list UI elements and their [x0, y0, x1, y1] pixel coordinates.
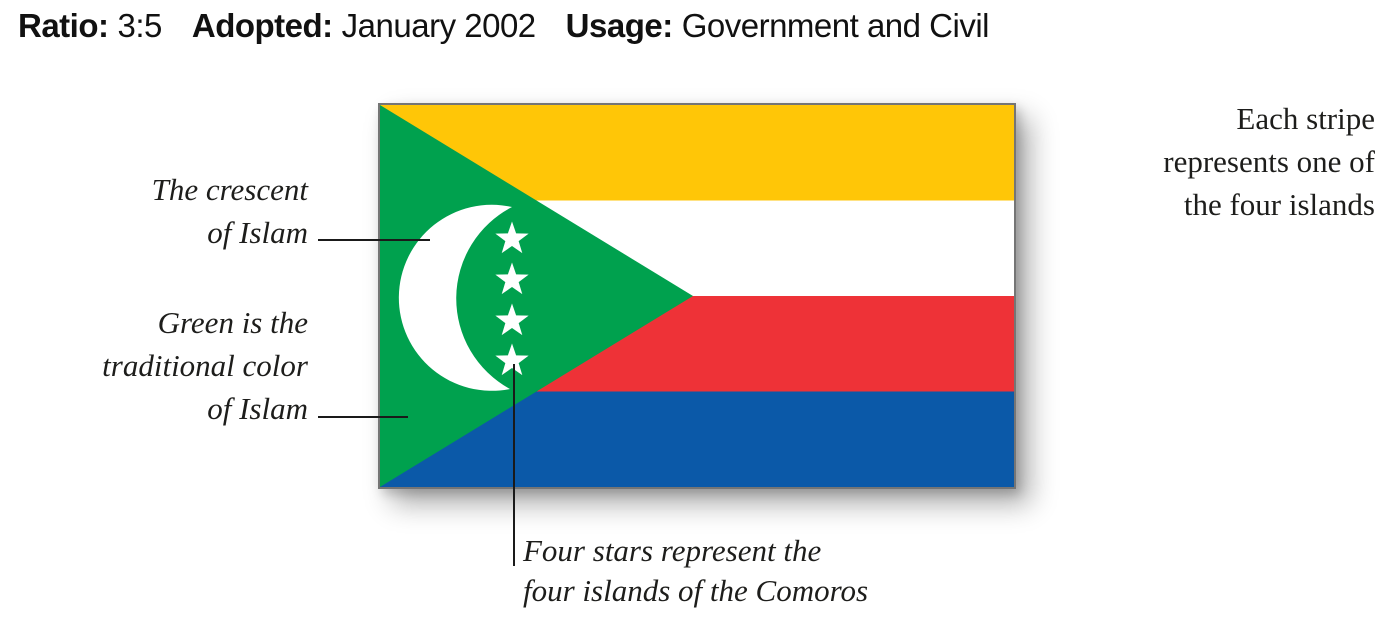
green-caption: Green is the traditional color of Islam — [40, 301, 308, 430]
stars-pointer-line — [513, 364, 515, 566]
crescent-icon — [398, 204, 512, 391]
comoros-flag-graphic — [380, 105, 1014, 487]
stars-caption: Four stars represent the four islands of… — [523, 531, 963, 611]
adopted-label: Adopted: — [191, 7, 333, 44]
flag-facts-header: Ratio: 3:5 Adopted: January 2002 Usage: Gover… — [18, 6, 990, 46]
ratio-value: 3:5 — [117, 7, 163, 44]
caption-line: four islands of the Comoros — [523, 573, 869, 608]
usage-value: Government and Civil — [681, 7, 990, 44]
caption-line: traditional color — [102, 348, 308, 383]
ratio-label: Ratio: — [18, 7, 109, 44]
caption-line: The crescent — [151, 172, 308, 207]
caption-line: Green is the — [157, 305, 308, 340]
adopted-value: January 2002 — [341, 7, 536, 44]
caption-line: of Islam — [207, 391, 308, 426]
crescent-pointer-line — [318, 239, 430, 241]
caption-line: the four islands — [1183, 187, 1375, 222]
caption-line: Each stripe — [1236, 101, 1375, 136]
caption-line: represents one of — [1163, 144, 1375, 179]
usage-label: Usage: — [565, 7, 674, 44]
caption-line: of Islam — [207, 215, 308, 250]
stripes-caption: Each stripe represents one of the four i… — [1075, 97, 1375, 226]
hoist-triangle — [380, 105, 693, 487]
green-pointer-line — [318, 416, 408, 418]
comoros-flag — [378, 103, 1016, 489]
caption-line: Four stars represent the — [523, 533, 822, 568]
crescent-caption: The crescent of Islam — [40, 168, 308, 254]
